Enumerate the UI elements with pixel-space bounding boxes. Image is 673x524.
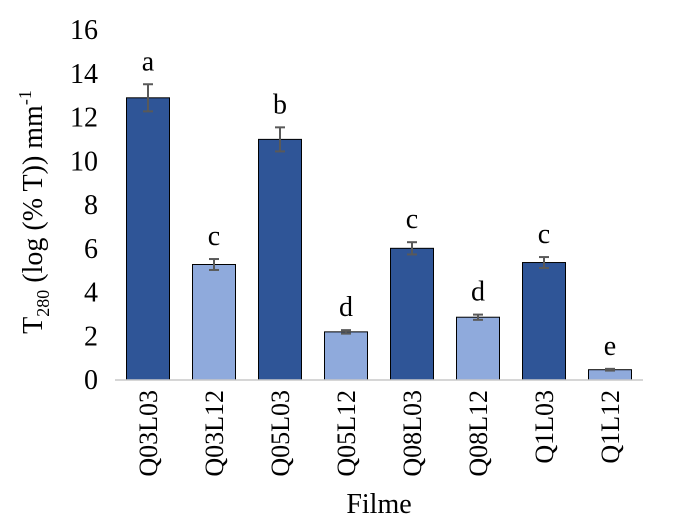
significance-letter: d (471, 277, 485, 308)
bar (258, 138, 302, 381)
bar (390, 247, 434, 381)
bar (456, 316, 500, 381)
bar (126, 97, 170, 381)
x-tick-label: Q08L12 (464, 390, 493, 477)
significance-letter: c (538, 219, 550, 250)
significance-letter: d (339, 292, 353, 323)
y-axis-title: T280 (log (% T)) mm-1 (15, 90, 53, 334)
y-tick-label: 16 (70, 15, 98, 46)
y-tick-label: 8 (84, 190, 98, 221)
bar (192, 264, 236, 381)
significance-letter: a (142, 46, 155, 77)
error-bar (275, 126, 285, 153)
y-axis-title-rest: (log (% T)) mm (18, 105, 49, 290)
bar (324, 331, 368, 381)
y-tick-label: 6 (84, 234, 98, 265)
x-tick-label: Q05L03 (266, 390, 295, 477)
y-axis-label: T280 (log (% T)) mm-1 (15, 90, 53, 334)
x-axis-title: Filme (346, 489, 411, 520)
error-bar (473, 313, 483, 321)
bars-group: a c b d c d c e (126, 46, 632, 381)
error-bar (209, 258, 219, 271)
significance-letter: b (273, 89, 287, 120)
y-axis-title-superscript: -1 (15, 90, 35, 105)
significance-letter: c (406, 204, 418, 235)
x-tick-label: Q08L03 (398, 390, 427, 477)
bar (522, 262, 566, 381)
error-bar (539, 256, 549, 269)
y-axis-title-subscript: 280 (33, 290, 53, 317)
y-tick-label: 14 (70, 59, 98, 90)
y-tick-label: 0 (84, 365, 98, 396)
significance-letter: c (208, 221, 220, 252)
x-tick-label: Q1L03 (530, 390, 559, 464)
error-bar (341, 329, 351, 335)
x-tick-label: Q05L12 (332, 390, 361, 477)
y-tick-label: 12 (70, 103, 98, 134)
y-tick-label: 2 (84, 321, 98, 352)
error-bar (143, 83, 153, 113)
x-tick-labels: Q03L03 Q03L12 Q05L03 Q05L12 Q08L03 Q08L12 Q1L0… (134, 390, 625, 477)
x-tick-label: Q1L12 (596, 390, 625, 464)
x-tick-label: Q03L03 (134, 390, 163, 477)
significance-letter: e (604, 331, 616, 362)
y-tick-label: 4 (84, 278, 98, 309)
error-bar (605, 367, 615, 372)
error-bar (407, 241, 417, 256)
y-tick-labels: 0 2 4 6 8 10 12 14 16 (70, 15, 98, 396)
x-tick-label: Q03L12 (200, 390, 229, 477)
y-tick-label: 10 (70, 146, 98, 177)
y-axis-title-main: T (18, 317, 49, 334)
